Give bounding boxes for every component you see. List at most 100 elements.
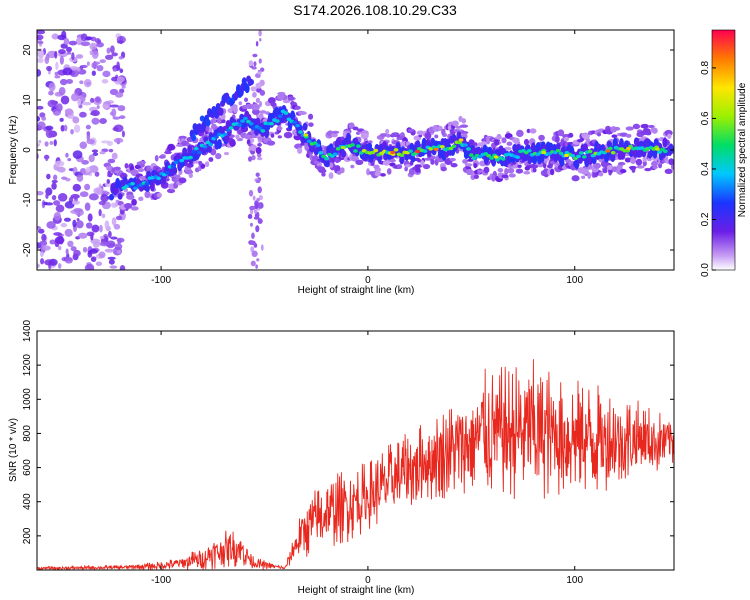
ridge-halo — [366, 168, 370, 176]
noise-blob — [86, 61, 90, 66]
ridge-core — [463, 143, 468, 147]
noise-blob — [91, 224, 100, 233]
ridge-halo — [283, 131, 293, 139]
noise-blob — [92, 241, 100, 248]
ridge-band — [144, 184, 150, 193]
noise-blob — [79, 191, 89, 198]
noise-blob — [90, 256, 97, 262]
noise-blob — [108, 148, 114, 153]
noise-blob — [51, 182, 57, 190]
noise-blob — [253, 209, 257, 214]
noise-blob — [45, 202, 54, 206]
colorbar-tick-label: 0.4 — [700, 162, 711, 176]
ridge-halo — [515, 168, 524, 174]
noise-blob — [37, 57, 44, 64]
colorbar-ticks: 0.0 0.2 0.4 0.6 0.8 — [700, 61, 716, 277]
noise-blob — [111, 217, 117, 226]
ridge-core — [558, 151, 564, 156]
ridge-halo — [430, 155, 437, 160]
noise-blob — [54, 75, 61, 79]
noise-blob — [63, 124, 68, 132]
noise-blob — [249, 205, 256, 211]
noise-blob — [52, 174, 58, 181]
noise-blob — [58, 235, 64, 245]
x-tick-label: 100 — [566, 275, 583, 286]
noise-blob — [55, 61, 59, 70]
ridge-halo — [530, 163, 539, 169]
ridge-halo — [501, 137, 507, 144]
ridge-halo — [238, 101, 243, 106]
ridge-band — [635, 139, 641, 148]
noise-blob — [106, 178, 111, 184]
ridge-halo — [251, 103, 260, 111]
noise-blob — [38, 228, 45, 234]
branch-band — [218, 107, 224, 116]
noise-blob — [81, 101, 92, 106]
ridge-halo — [277, 135, 282, 139]
ridge-halo — [270, 133, 275, 138]
noise-blob — [251, 154, 256, 161]
snr-panel: -100 0 100 200 400 600 800 1000 1200 1400 Height … — [8, 319, 675, 596]
noise-blob — [250, 222, 253, 227]
ridge-halo — [270, 102, 277, 107]
ridge-halo — [250, 144, 258, 152]
noise-blob — [61, 176, 68, 180]
ridge-halo — [244, 134, 252, 140]
ridge-halo — [277, 93, 285, 101]
ridge-halo — [630, 157, 637, 165]
snr-axes: -100 0 100 200 400 600 800 1000 1200 1400 — [22, 319, 674, 586]
ridge-core — [373, 148, 379, 153]
ridge-halo — [360, 132, 369, 140]
noise-blob — [64, 256, 73, 264]
ridge-halo — [582, 133, 590, 140]
noise-blob — [86, 231, 95, 237]
ridge-halo — [424, 132, 432, 140]
ridge-core — [283, 111, 289, 115]
ridge-core — [350, 143, 356, 147]
noise-blob — [259, 89, 266, 96]
ridge-halo — [178, 177, 187, 184]
y-tick-label: 10 — [22, 94, 33, 106]
noise-blob — [253, 216, 260, 220]
ridge-halo — [507, 167, 515, 174]
x-tick-label: 0 — [365, 575, 371, 586]
ridge-core — [468, 153, 474, 157]
ridge-band — [216, 138, 222, 149]
ridge-core — [422, 149, 428, 153]
noise-blob — [109, 265, 118, 269]
noise-blob — [256, 152, 262, 158]
noise-blob — [110, 236, 118, 240]
ridge-core — [248, 122, 254, 126]
noise-blob — [45, 154, 49, 162]
ridge-core — [214, 135, 219, 139]
y-tick-label: 400 — [22, 493, 33, 510]
ridge-halo — [130, 206, 139, 211]
ridge-halo — [217, 117, 222, 123]
ridge-halo — [554, 135, 560, 143]
noise-blob — [96, 64, 104, 72]
ridge-halo — [244, 97, 249, 103]
ridge-halo — [282, 99, 291, 104]
y-tick-label: 800 — [22, 425, 33, 442]
ridge-halo — [636, 165, 645, 169]
ridge-halo — [158, 155, 166, 159]
ridge-halo — [590, 130, 597, 135]
ridge-core — [243, 116, 248, 121]
noise-blob — [117, 250, 122, 254]
noise-blob — [37, 225, 41, 230]
noise-blob — [76, 217, 80, 222]
ridge-halo — [340, 167, 345, 174]
noise-blob — [116, 76, 125, 83]
snr-frame — [36, 330, 675, 571]
ridge-halo — [188, 173, 193, 179]
ridge-halo — [164, 150, 172, 155]
ridge-core — [466, 147, 471, 151]
ridge-halo — [485, 138, 491, 145]
ridge-core — [526, 148, 532, 153]
ridge-halo — [501, 174, 509, 179]
noise-blob — [67, 240, 74, 248]
ridge-halo — [373, 164, 380, 170]
noise-blob — [60, 78, 68, 86]
ridge-core — [578, 151, 584, 155]
